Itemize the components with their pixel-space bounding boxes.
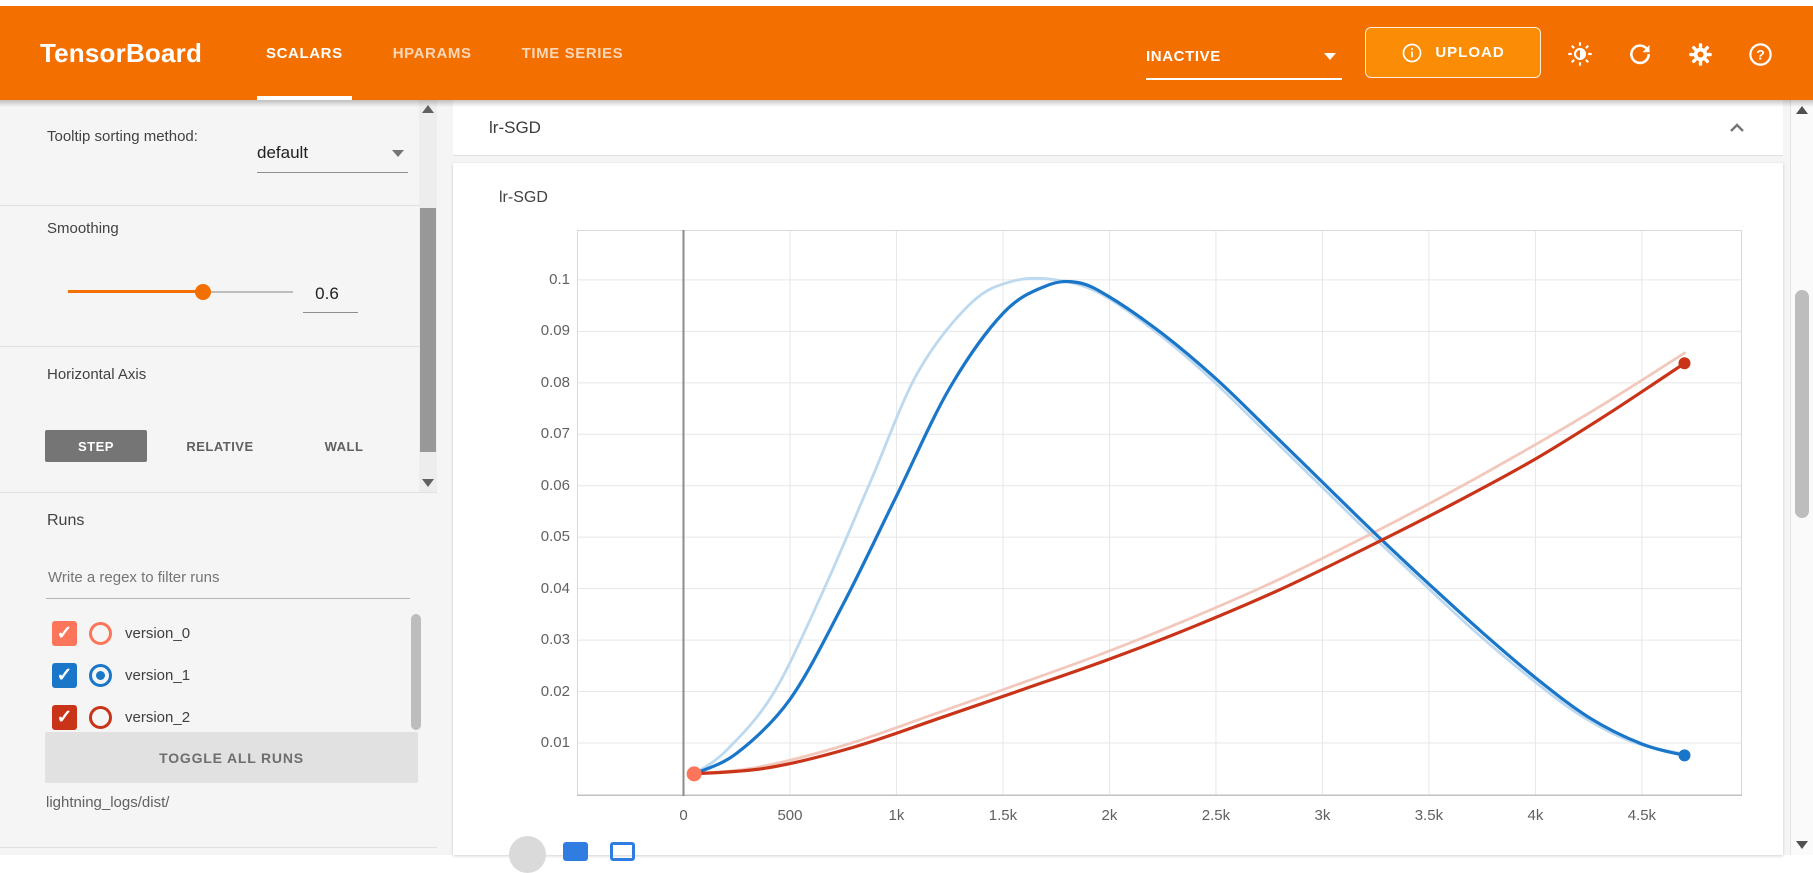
log-directory-label: lightning_logs/dist/ [46,794,170,811]
divider [0,205,437,206]
refresh-icon [1630,44,1650,65]
info-icon [1402,43,1422,62]
runs-filter-input[interactable] [46,560,410,594]
nav-tabs: SCALARS HPARAMS TIME SERIES [257,6,632,100]
y-tick-label: 0.01 [540,734,570,751]
y-tick-label: 0.05 [540,528,570,546]
sidebar-scrollbar[interactable] [419,100,437,492]
y-tick-label: 0.08 [540,373,570,391]
run-checkbox[interactable]: ✓ [52,662,77,688]
help-icon: ? [1748,42,1772,66]
y-tick-label: 0.04 [540,579,570,597]
tooltip-sorting-label: Tooltip sorting method: [47,128,198,145]
tab-time-series[interactable]: TIME SERIES [521,44,624,62]
x-tick-label: 0 [679,807,688,824]
brightness-toggle-button[interactable] [1566,40,1594,68]
chevron-down-icon [1324,52,1336,60]
tab-scalars[interactable]: SCALARS [257,6,352,100]
run-label: version_2 [125,708,191,726]
upload-button[interactable]: UPLOAD [1365,27,1541,78]
section-title: lr-SGD [489,118,541,137]
settings-button[interactable] [1686,40,1714,68]
run-radio[interactable] [89,621,112,645]
divider [0,492,437,493]
chart-title: lr-SGD [499,189,548,206]
smoothing-slider-handle[interactable] [195,284,211,300]
lr-sgd-chart-card: lr-SGD 0.01 0.02 0.03 0.04 0.05 0.06 0.07 0.08 0… [453,163,1783,873]
tooltip-sorting-dropdown[interactable]: default [257,134,408,173]
x-tick-label: 2.5k [1201,807,1231,824]
run-row-version-0[interactable]: ✓ version_0 [0,612,410,654]
scroll-down-arrow-icon[interactable] [1796,841,1808,849]
x-tick-label: 1.5k [988,807,1018,824]
main-content: lr-SGD lr-SGD 0.01 0.02 0.03 0.04 0.05 0.06 0.… [437,100,1813,873]
run-radio[interactable] [89,663,112,687]
help-button[interactable]: ? [1746,40,1774,68]
app-header: TensorBoard SCALARS HPARAMS TIME SERIES … [0,6,1813,100]
y-tick-label: 0.02 [540,682,570,700]
gear-icon [1688,42,1712,66]
toggle-all-runs-button[interactable]: TOGGLE ALL RUNS [45,732,418,783]
scroll-down-arrow-icon[interactable] [422,479,434,487]
runs-list-scrollbar-thumb[interactable] [411,614,421,730]
inactive-dropdown[interactable]: INACTIVE [1146,34,1342,80]
divider [0,346,437,347]
y-tick-label: 0.09 [540,322,570,340]
run-checkbox[interactable]: ✓ [52,620,77,646]
svg-text:?: ? [1756,46,1765,62]
full-width-button[interactable] [610,842,635,861]
x-tick-label: 500 [777,807,803,824]
run-label: version_0 [125,624,191,642]
smoothing-label: Smoothing [47,220,119,237]
x-tick-label: 3.5k [1414,807,1444,824]
sidebar-scrollbar-thumb[interactable] [420,208,436,452]
run-checkbox[interactable]: ✓ [52,704,77,730]
axis-option-wall[interactable]: WALL [324,438,364,454]
horizontal-axis-options: STEP RELATIVE WALL [45,430,417,462]
x-tick-label: 4k [1527,807,1544,824]
smoothing-value-input[interactable] [300,280,354,308]
y-tick-label: 0.07 [540,425,570,443]
brightness-icon [1568,42,1592,66]
inactive-dropdown-value: INACTIVE [1146,47,1221,65]
divider [0,847,437,848]
tooltip-sorting-value: default [257,143,309,162]
axis-option-relative[interactable]: RELATIVE [186,438,254,454]
horizontal-axis-label: Horizontal Axis [47,366,147,383]
lr-sgd-chart[interactable] [577,230,1742,796]
expand-chart-button[interactable] [563,842,588,861]
axis-option-step[interactable]: STEP [45,430,147,462]
run-row-version-2[interactable]: ✓ version_2 [0,696,410,738]
main-scrollbar-thumb[interactable] [1795,290,1809,518]
run-radio[interactable] [89,705,112,729]
upload-button-label: UPLOAD [1435,44,1505,61]
runs-filter-underline [46,598,410,599]
runs-heading: Runs [47,512,85,529]
x-tick-label: 4.5k [1627,807,1657,824]
y-tick-label: 0.06 [540,476,570,494]
y-tick-label: 0.1 [549,270,570,288]
settings-sidebar: Tooltip sorting method: default Smoothin… [0,100,437,855]
smoothing-value-underline [303,312,358,313]
scroll-up-arrow-icon[interactable] [422,105,434,113]
x-tick-label: 2k [1101,807,1118,824]
run-label: version_1 [125,666,191,684]
tab-hparams[interactable]: HPARAMS [392,44,472,62]
chevron-down-icon [392,149,404,157]
scroll-up-arrow-icon[interactable] [1796,106,1808,114]
collapse-chevron-up-icon[interactable] [1726,117,1748,139]
main-scrollbar[interactable] [1790,100,1813,855]
x-tick-label: 1k [888,807,905,824]
smoothing-slider-fill [68,290,203,293]
y-tick-label: 0.03 [540,631,570,649]
x-tick-label: 3k [1314,807,1331,824]
refresh-button[interactable] [1626,40,1654,68]
run-row-version-1[interactable]: ✓ version_1 [0,654,410,696]
app-title: TensorBoard [40,37,203,68]
lr-sgd-section-header[interactable]: lr-SGD [453,100,1783,156]
